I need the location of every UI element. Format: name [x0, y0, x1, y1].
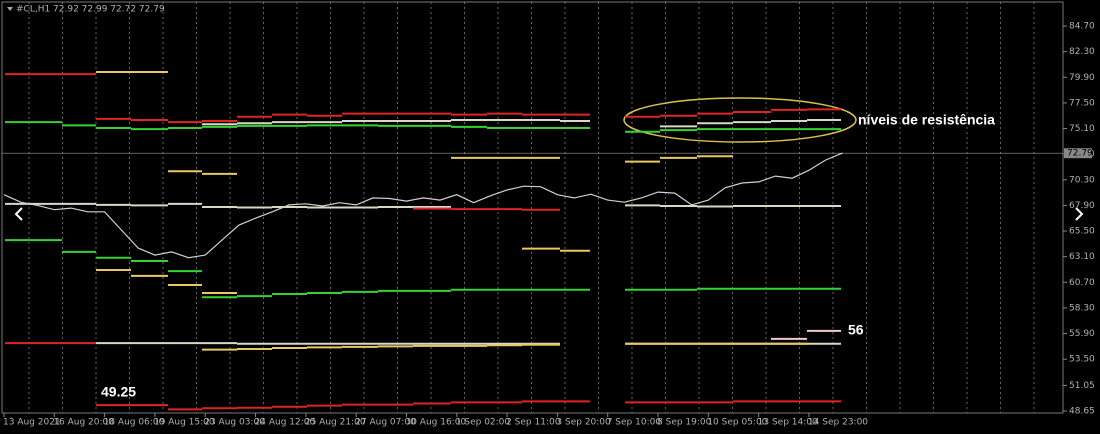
x-tick-label: 19 Aug 15:00: [154, 418, 215, 428]
highlight-ellipse: [623, 97, 857, 143]
x-tick-label: 3 Sep 20:00: [556, 418, 611, 428]
x-tick-label: 7 Sep 10:00: [607, 418, 662, 428]
y-tick-label: 48.65: [1069, 406, 1095, 416]
y-tick-label: 77.50: [1069, 98, 1095, 108]
y-tick-label: 65.50: [1069, 227, 1095, 237]
price-line: [3, 152, 843, 259]
last-price-box: [1064, 148, 1092, 159]
x-tick-label: 18 Aug 06:00: [104, 418, 165, 428]
menu-triangle[interactable]: [7, 7, 13, 11]
x-tick-label: 10 Sep 05:00: [707, 418, 767, 428]
y-tick-label: 82.30: [1069, 47, 1095, 57]
x-tick-label: 23 Aug 03:00: [204, 418, 265, 428]
y-tick-label: 60.70: [1069, 278, 1095, 288]
x-tick-label: 16 Aug 20:00: [53, 418, 114, 428]
y-tick-label: 70.30: [1069, 175, 1095, 185]
x-tick-label: 2 Sep 11:00: [506, 418, 561, 428]
x-tick-label: 13 Aug 2021: [3, 418, 61, 428]
x-tick-label: 8 Sep 19:00: [657, 418, 712, 428]
y-tick-label: 55.90: [1069, 329, 1095, 339]
chart-title: #CL,H1 72.92 72.99 72.72 72.79: [16, 5, 165, 15]
annotation: 56: [848, 322, 864, 338]
y-tick-label: 67.90: [1069, 201, 1095, 211]
x-tick-label: 27 Aug 07:00: [355, 418, 416, 428]
y-tick-label: 58.30: [1069, 303, 1095, 313]
y-tick-label: 53.50: [1069, 355, 1095, 365]
y-tick-label: 63.10: [1069, 252, 1095, 262]
last-price-label: 72.79: [1067, 149, 1093, 159]
x-tick-label: 14 Sep 23:00: [808, 418, 868, 428]
x-tick-label: 13 Sep 14:00: [758, 418, 818, 428]
y-tick-label: 51.05: [1069, 381, 1095, 391]
y-tick-label: 75.10: [1069, 124, 1095, 134]
annotation: níveis de resistência: [858, 112, 995, 128]
x-tick-label: 24 Aug 12:00: [255, 418, 316, 428]
x-tick-label: 30 Aug 16:00: [405, 418, 466, 428]
nav-left[interactable]: [14, 207, 23, 221]
annotation: 49.25: [101, 384, 136, 400]
nav-right[interactable]: [1075, 207, 1084, 221]
x-tick-label: 1 Sep 02:00: [456, 418, 511, 428]
y-tick-label: 79.90: [1069, 73, 1095, 83]
x-tick-label: 25 Aug 21:00: [305, 418, 366, 428]
plot-frame: [1, 1, 1064, 414]
y-tick-label: 84.70: [1069, 22, 1095, 32]
